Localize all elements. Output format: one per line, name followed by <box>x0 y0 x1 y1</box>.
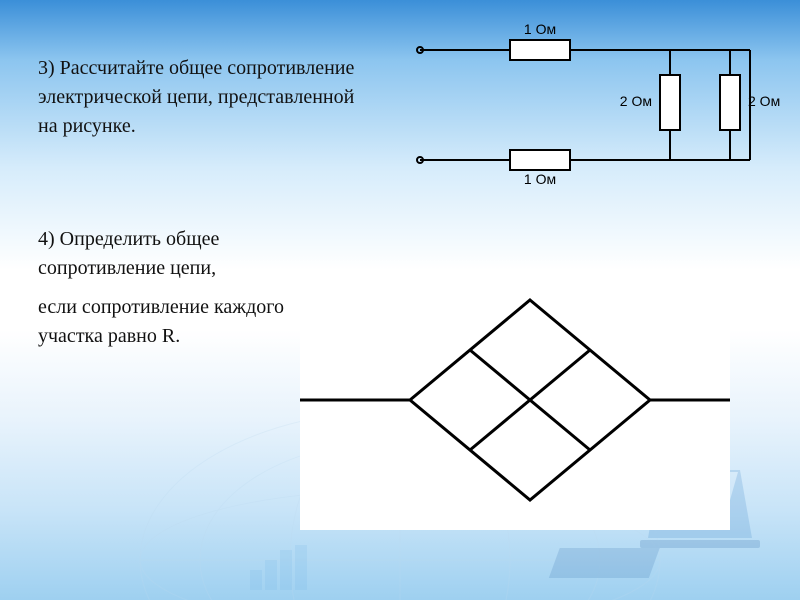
resistor-top-label: 1 Ом <box>524 21 556 37</box>
problem-1-number: 3) <box>38 57 55 79</box>
circuit-diagram-2 <box>300 270 730 530</box>
problem-2-number: 4) <box>38 228 55 250</box>
problem-1-text: 3) Рассчитайте общее сопротивление элект… <box>38 54 368 141</box>
problem-2-text: 4) Определить общее сопротивление цепи, … <box>38 225 338 351</box>
resistor-left-label: 2 Ом <box>620 93 652 109</box>
problem-2-body-b: если сопротивление каждого участка равно… <box>38 293 338 351</box>
problem-1-body: Рассчитайте общее сопротивление электрич… <box>38 57 354 137</box>
resistor-bottom-label: 1 Ом <box>524 171 556 187</box>
circuit-diagram-1: 1 Ом 1 Ом 2 Ом 2 Ом <box>410 10 780 190</box>
resistor-right-label: 2 Ом <box>748 93 780 109</box>
problem-2-body-a: Определить общее сопротивление цепи, <box>38 228 219 279</box>
